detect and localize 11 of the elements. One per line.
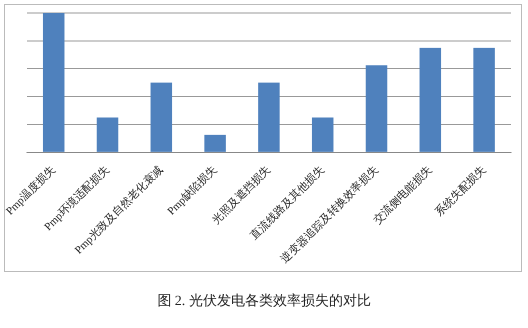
bar [420, 48, 442, 152]
bar [150, 82, 172, 152]
bar [42, 13, 64, 152]
bar [204, 134, 226, 152]
bar [258, 82, 280, 152]
bar [96, 117, 118, 152]
bar [366, 65, 388, 152]
x-tick-label: 系统失配损失 [432, 162, 488, 219]
bar [473, 48, 495, 152]
caption: 图 2. 光伏发电各类效率损失的对比 [156, 292, 372, 310]
bar [312, 117, 334, 152]
